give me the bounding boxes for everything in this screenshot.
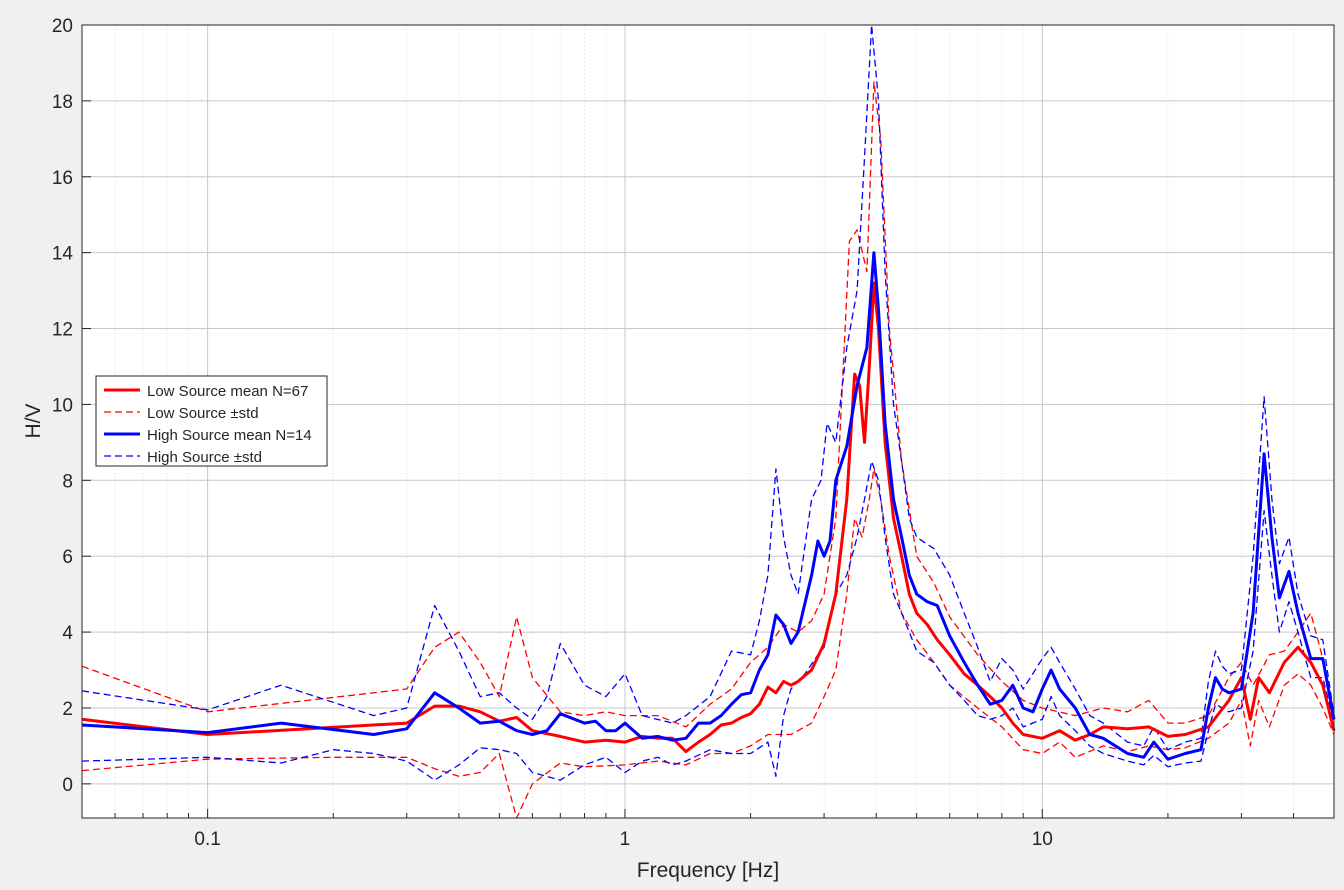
y-tick-label: 14 <box>52 244 74 265</box>
series-layer <box>81 24 1336 819</box>
plot-frame <box>81 24 1335 819</box>
low-source-mean-line <box>81 281 1336 754</box>
x-tick-label: 10 <box>1032 829 1053 850</box>
y-tick-label: 2 <box>62 699 73 720</box>
low-source-minus-std-line <box>81 468 1335 819</box>
high-source-plus-std-line <box>81 24 1335 751</box>
high-source-mean-line <box>81 251 1336 761</box>
y-tick-label: 0 <box>62 775 73 796</box>
y-tick-label: 4 <box>62 623 73 644</box>
y-axis-label: H/V <box>22 403 45 438</box>
legend-label: Low Source ±std <box>147 405 259 422</box>
legend: Low Source mean N=67 Low Source ±std High … <box>95 375 328 467</box>
x-axis-label: Frequency [Hz] <box>637 859 779 882</box>
y-axis: 0 2 4 6 8 10 12 14 16 18 20 <box>52 16 91 796</box>
x-tick-label: 1 <box>620 829 631 850</box>
y-tick-label: 8 <box>62 471 73 492</box>
high-source-minus-std-line <box>81 460 1335 781</box>
x-tick-label: 0.1 <box>194 829 220 850</box>
legend-label: High Source mean N=14 <box>147 427 312 444</box>
y-tick-label: 12 <box>52 320 73 341</box>
y-tick-label: 10 <box>52 395 73 416</box>
x-axis: 0.1 1 10 <box>194 809 1053 850</box>
y-tick-label: 18 <box>52 92 73 113</box>
y-tick-label: 6 <box>62 547 73 568</box>
low-source-plus-std-line <box>81 81 1335 728</box>
y-tick-label: 16 <box>52 168 73 189</box>
legend-label: Low Source mean N=67 <box>147 383 308 400</box>
y-tick-label: 20 <box>52 16 73 37</box>
legend-label: High Source ±std <box>147 449 262 466</box>
